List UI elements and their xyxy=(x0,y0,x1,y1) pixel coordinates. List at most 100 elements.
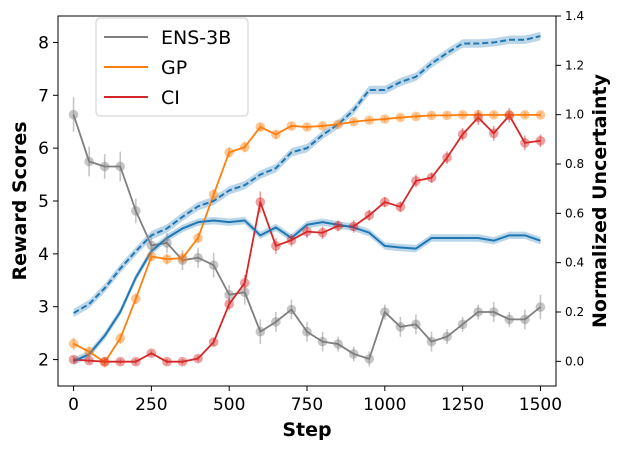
point-gp xyxy=(442,110,452,121)
point-gp xyxy=(364,115,375,125)
point-ens-3b xyxy=(286,304,297,315)
series-line-ens-3b xyxy=(72,114,541,360)
legend-label-gp: GP xyxy=(161,57,187,79)
point-ci xyxy=(255,197,266,207)
point-ens-3b xyxy=(442,331,452,342)
point-gp xyxy=(473,110,483,120)
x-tick-label: 250 xyxy=(135,395,167,415)
point-ens-3b xyxy=(317,336,328,347)
series-line-blue-solid xyxy=(73,219,541,363)
y-axis-right-title: Normalized Uncertainty xyxy=(589,73,611,328)
point-gp xyxy=(239,142,250,152)
point-gp xyxy=(131,293,141,304)
point-ci xyxy=(504,110,515,121)
point-ens-3b xyxy=(255,326,266,337)
y-left-tick-label: 7 xyxy=(38,86,49,106)
point-ens-3b xyxy=(115,161,126,172)
x-tick-label: 1500 xyxy=(519,395,562,415)
point-ens-3b xyxy=(99,161,110,172)
point-ens-3b xyxy=(333,339,343,349)
point-ens-3b xyxy=(473,307,483,317)
point-gp xyxy=(302,122,312,132)
point-ci xyxy=(208,337,219,347)
point-gp xyxy=(488,110,499,120)
point-gp xyxy=(520,110,530,120)
series-lines xyxy=(72,35,541,364)
point-ci xyxy=(364,210,375,221)
point-ci xyxy=(84,355,94,366)
point-gp xyxy=(380,114,390,124)
point-ci xyxy=(473,112,483,123)
point-ens-3b xyxy=(208,260,219,270)
point-ci xyxy=(520,138,530,148)
point-gp xyxy=(535,110,546,120)
point-ci xyxy=(442,152,452,163)
point-gp xyxy=(411,111,421,122)
point-ci xyxy=(193,353,203,364)
series-markers xyxy=(68,109,546,368)
point-ci xyxy=(146,348,157,359)
point-gp xyxy=(68,338,79,349)
point-ens-3b xyxy=(146,240,157,251)
x-tick-label: 1250 xyxy=(441,395,484,415)
point-ens-3b xyxy=(395,322,406,332)
y-axis-right-ticks: 0.0 0.2 0.4 0.6 0.8 1.0 1.2 1.4 xyxy=(556,9,584,368)
y-right-tick-label: 0.4 xyxy=(565,256,584,270)
point-ens-3b xyxy=(302,326,312,337)
x-axis-ticks: 0 250 500 750 1000 1250 1500 xyxy=(68,386,562,415)
point-ens-3b xyxy=(488,307,499,317)
y-right-tick-label: 1.0 xyxy=(565,108,584,122)
point-ens-3b xyxy=(520,314,530,325)
legend-label-ci: CI xyxy=(161,87,180,109)
point-ens-3b xyxy=(504,314,515,325)
point-ci xyxy=(162,356,172,367)
point-ci xyxy=(131,356,141,367)
y-left-tick-label: 8 xyxy=(38,33,49,53)
y-right-tick-label: 0.2 xyxy=(565,305,584,319)
point-gp xyxy=(177,253,188,263)
legend: ENS-3B GP CI xyxy=(95,17,249,117)
point-ens-3b xyxy=(271,317,281,327)
point-gp xyxy=(193,233,203,243)
y-left-tick-label: 4 xyxy=(38,245,49,265)
x-tick-label: 500 xyxy=(213,395,245,415)
point-ci xyxy=(317,227,328,238)
point-ci xyxy=(224,299,234,309)
point-gp xyxy=(208,189,219,200)
point-gp xyxy=(426,110,437,121)
point-ci xyxy=(286,235,297,245)
point-gp xyxy=(286,121,297,131)
y-left-tick-label: 3 xyxy=(38,298,49,318)
point-ens-3b xyxy=(364,354,375,364)
y-left-tick-label: 6 xyxy=(38,139,49,159)
point-ci xyxy=(348,221,359,232)
x-axis-title: Step xyxy=(282,419,331,441)
point-gp xyxy=(333,119,343,130)
point-ens-3b xyxy=(84,156,94,167)
point-gp xyxy=(115,333,126,344)
point-ci xyxy=(239,278,250,288)
point-ci xyxy=(457,129,468,140)
point-ci xyxy=(426,172,437,183)
x-tick-label: 1000 xyxy=(363,395,406,415)
point-ens-3b xyxy=(426,336,437,347)
y-left-tick-label: 5 xyxy=(38,192,49,212)
point-ci xyxy=(488,128,499,139)
series-line-blue-dashed xyxy=(73,35,541,314)
point-ens-3b xyxy=(131,206,141,216)
point-ci xyxy=(395,202,406,212)
point-gp xyxy=(255,122,266,132)
point-ci xyxy=(271,241,281,251)
point-ens-3b xyxy=(535,302,546,312)
point-ci xyxy=(333,221,343,231)
point-gp xyxy=(84,346,94,357)
series-line-gp xyxy=(73,113,541,364)
point-ci xyxy=(535,135,546,146)
point-gp xyxy=(395,112,406,123)
series-line-ci xyxy=(73,114,541,363)
point-gp xyxy=(504,110,515,120)
y-right-tick-label: 1.2 xyxy=(565,58,584,72)
x-tick-label: 0 xyxy=(68,395,79,415)
point-ci xyxy=(177,356,188,367)
point-gp xyxy=(162,254,172,264)
